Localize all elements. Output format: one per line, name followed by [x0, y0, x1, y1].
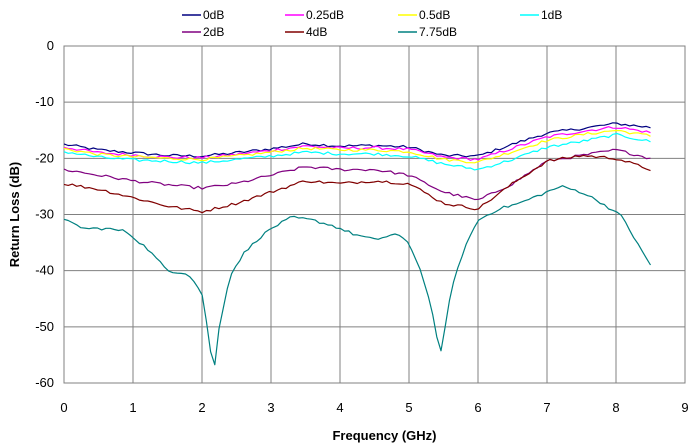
y-tick-label: -50: [35, 319, 54, 334]
legend-label: 0.5dB: [419, 8, 450, 22]
legend: 0dB 0.25dB 0.5dB 1dB 2dB 4dB 7.75dB: [182, 8, 562, 39]
x-tick-label: 2: [198, 400, 205, 415]
y-axis-title: Return Loss (dB): [7, 162, 22, 267]
y-tick-label: 0: [47, 38, 54, 53]
legend-label: 2dB: [203, 25, 224, 39]
series-line-1: [63, 126, 651, 161]
x-axis-title: Frequency (GHz): [332, 428, 436, 443]
x-tick-label: 0: [60, 400, 67, 415]
y-axis-tick-labels: 0 -10 -20 -30 -40 -50 -60: [35, 38, 54, 390]
x-tick-label: 4: [336, 400, 343, 415]
x-tick-label: 5: [405, 400, 412, 415]
x-tick-label: 1: [129, 400, 136, 415]
series-line-0: [63, 122, 651, 158]
x-axis-tick-labels: 0 1 2 3 4 5 6 7 8 9: [60, 400, 688, 415]
series-line-6: [63, 185, 652, 366]
gridlines: [63, 45, 686, 384]
legend-label: 1dB: [541, 8, 562, 22]
y-tick-label: -10: [35, 94, 54, 109]
y-tick-label: -30: [35, 207, 54, 222]
legend-label: 0dB: [203, 8, 224, 22]
legend-label: 0.25dB: [306, 8, 344, 22]
x-tick-label: 7: [543, 400, 550, 415]
legend-label: 4dB: [306, 25, 327, 39]
series-lines: [63, 122, 652, 366]
series-line-3: [63, 132, 651, 171]
plot-area-frame: [63, 45, 686, 384]
series-line-5: [63, 154, 651, 214]
legend-label: 7.75dB: [419, 25, 457, 39]
x-tick-label: 8: [612, 400, 619, 415]
y-tick-label: -20: [35, 150, 54, 165]
x-tick-label: 9: [681, 400, 688, 415]
y-tick-label: -40: [35, 263, 54, 278]
x-tick-label: 6: [474, 400, 481, 415]
series-line-2: [63, 129, 651, 164]
x-tick-label: 3: [267, 400, 274, 415]
y-tick-label: -60: [35, 375, 54, 390]
